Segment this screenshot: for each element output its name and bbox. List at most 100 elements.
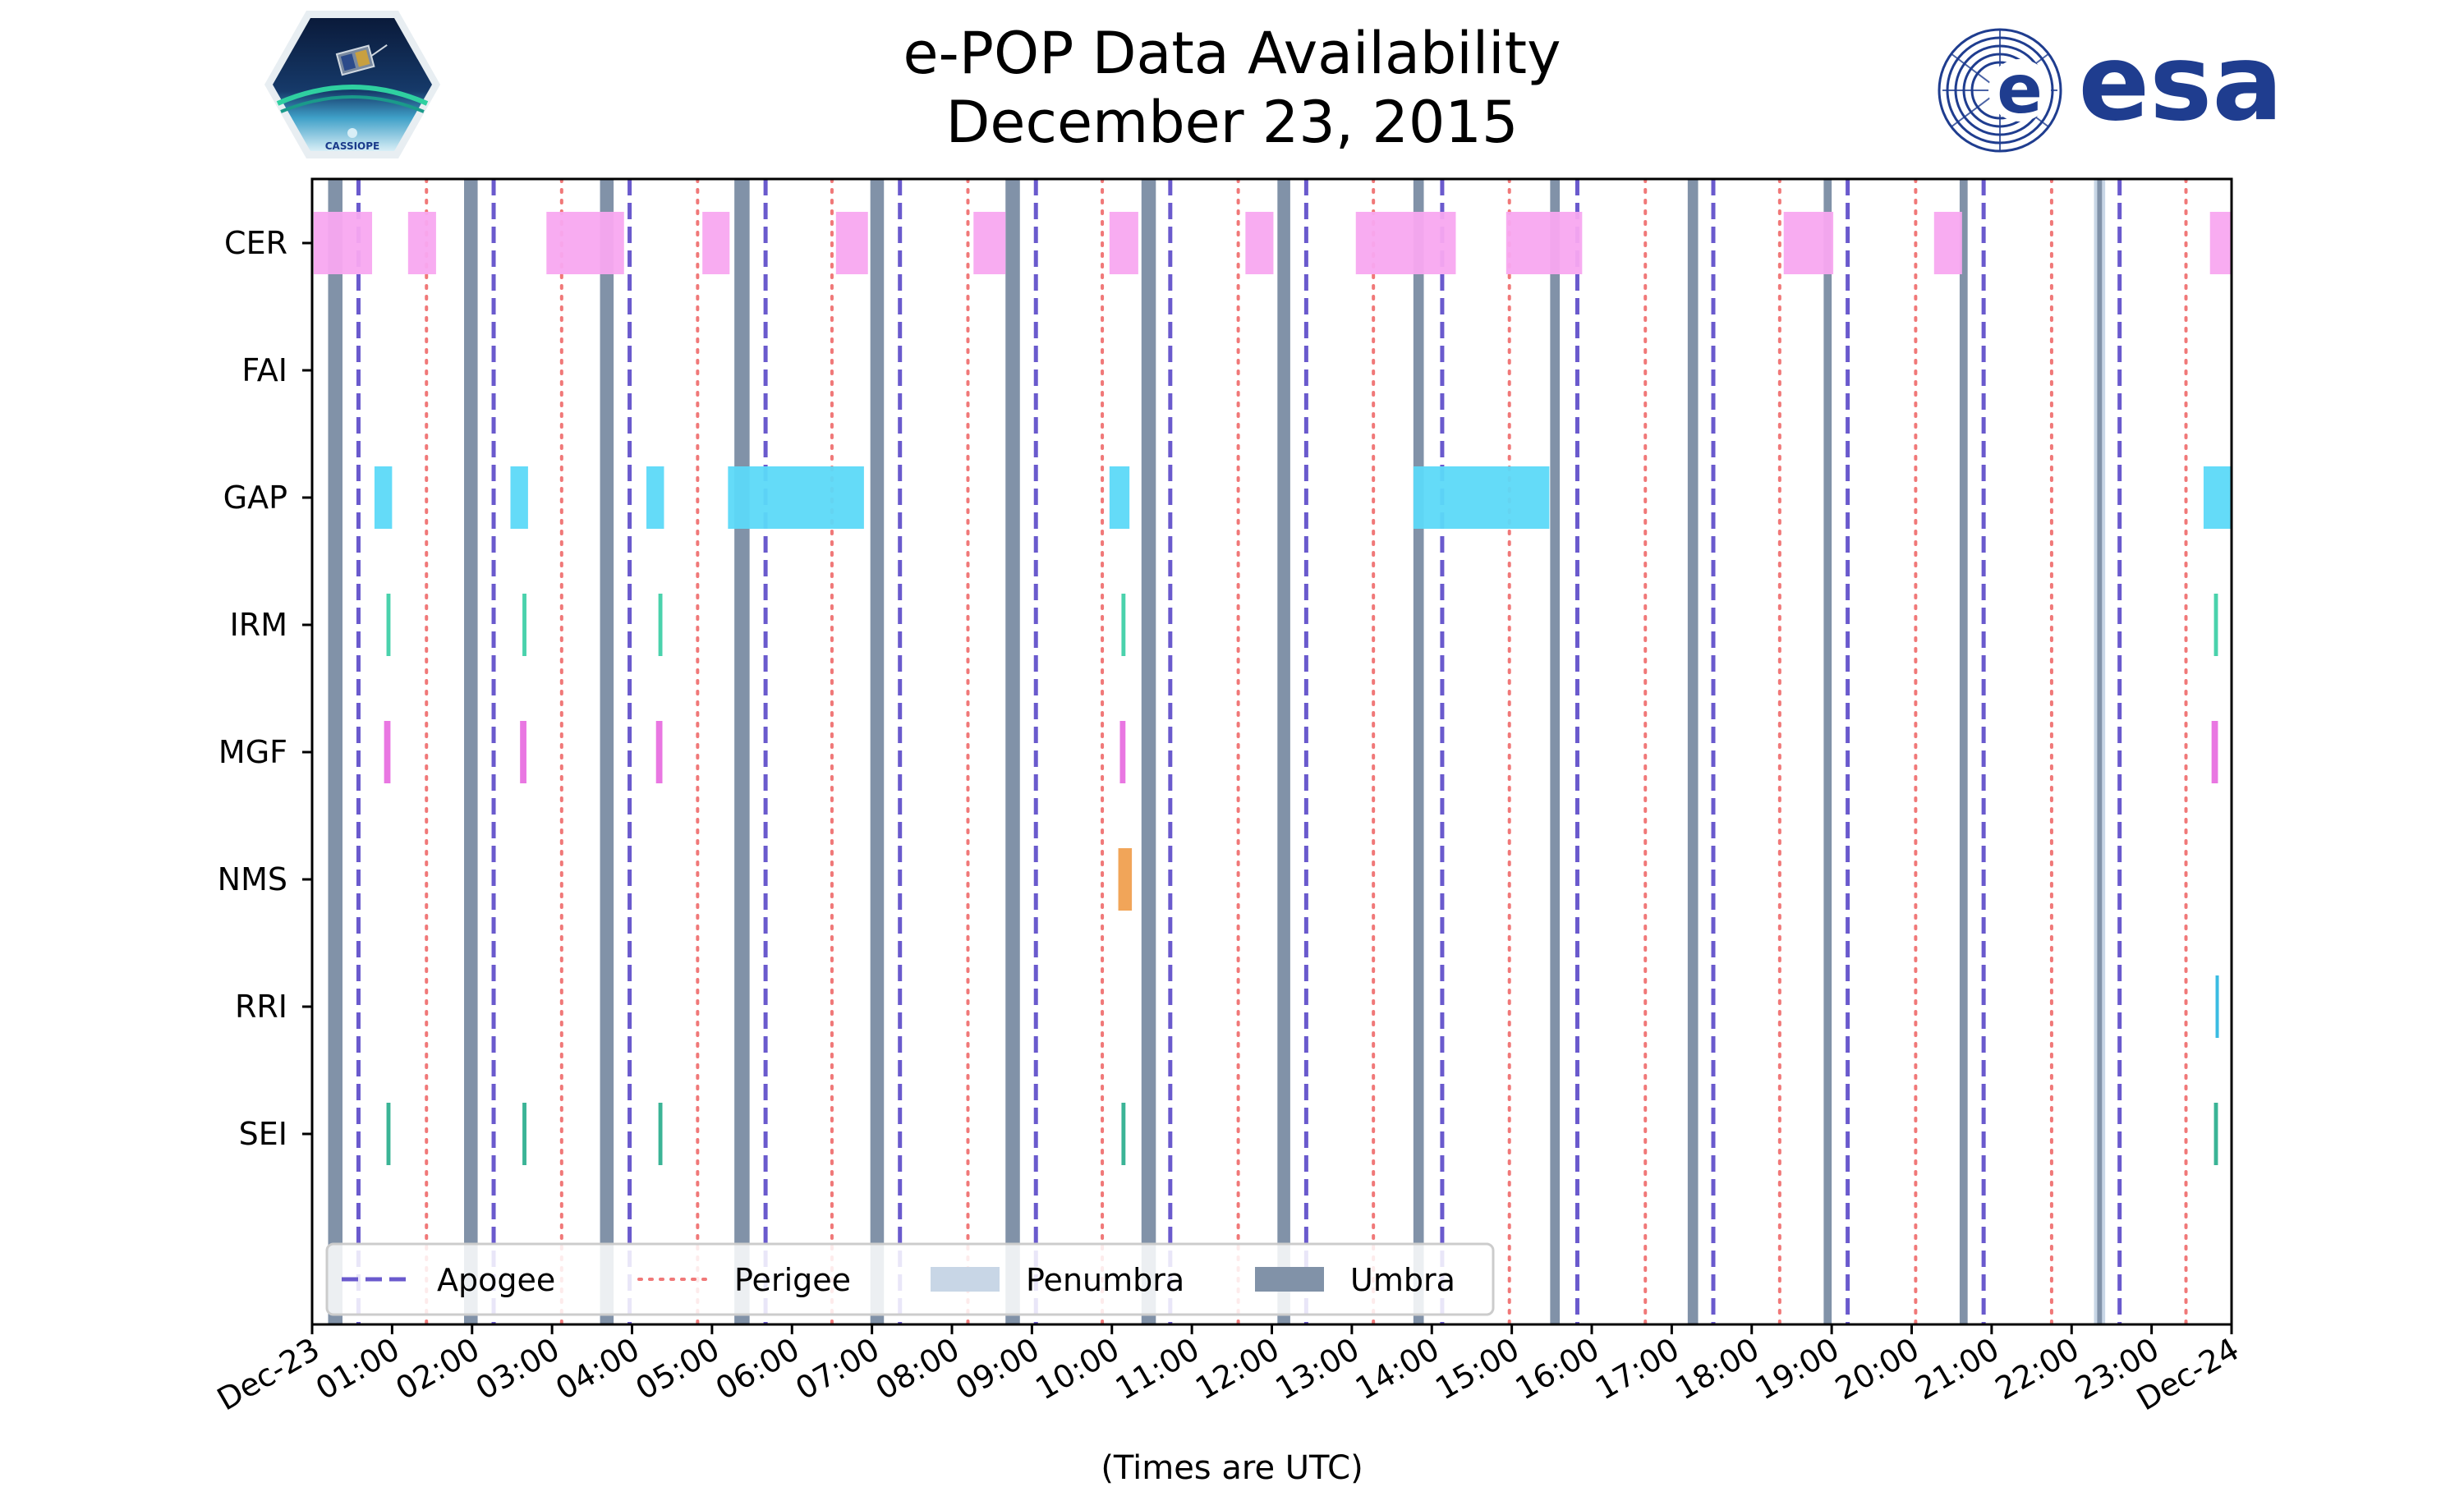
y-tick-label: GAP [223, 480, 287, 516]
chart-title: e-POP Data Availability [903, 20, 1561, 87]
data-bar-cer [1783, 212, 1834, 274]
x-tick-label: 22:00 [1989, 1331, 2085, 1407]
data-bar-mgf [1119, 721, 1126, 783]
data-bar-cer [313, 212, 373, 274]
umbra-band [1687, 179, 1699, 1324]
umbra-band [464, 179, 478, 1324]
x-tick-label: 05:00 [630, 1331, 726, 1407]
x-tick-label: 15:00 [1429, 1331, 1525, 1407]
umbra-band [1141, 179, 1156, 1324]
data-bar-irm [2213, 594, 2218, 656]
data-bar-cer [702, 212, 730, 274]
x-tick-label: 14:00 [1349, 1331, 1446, 1407]
legend-label-perigee: Perigee [734, 1262, 851, 1298]
cassiope-logo-text: CASSIOPE [325, 140, 380, 152]
umbra-band [1277, 179, 1290, 1324]
data-bar-gap [510, 466, 528, 529]
x-tick-label: 20:00 [1829, 1331, 1925, 1407]
data-bar-cer [835, 212, 868, 274]
umbra-band [734, 179, 750, 1324]
y-tick-label: NMS [218, 861, 287, 897]
legend-label-penumbra: Penumbra [1026, 1262, 1184, 1298]
data-bar-gap [646, 466, 664, 529]
umbra-band [1005, 179, 1020, 1324]
data-bar-sei [2213, 1103, 2218, 1165]
x-tick-label: 17:00 [1589, 1331, 1685, 1407]
y-tick-label: RRI [235, 989, 287, 1025]
x-tick-label: 18:00 [1669, 1331, 1765, 1407]
plot-area [313, 179, 2232, 1324]
x-tick-label: 11:00 [1110, 1331, 1206, 1407]
x-tick-label: 09:00 [949, 1331, 1046, 1407]
data-bar-irm [522, 594, 526, 656]
x-tick-label: 21:00 [1910, 1331, 2006, 1407]
data-bar-gap [374, 466, 393, 529]
y-tick-label: CER [224, 225, 287, 261]
data-bar-mgf [655, 721, 663, 783]
data-bar-cer [1355, 212, 1456, 274]
data-bar-irm [658, 594, 663, 656]
x-tick-label: 19:00 [1749, 1331, 1846, 1407]
x-tick-label: 13:00 [1270, 1331, 1366, 1407]
x-tick-label: 10:00 [1029, 1331, 1125, 1407]
esa-logo-text: esa [2078, 22, 2282, 145]
data-bar-mgf [2211, 721, 2218, 783]
x-tick-label: 02:00 [389, 1331, 485, 1407]
x-tick-label: 04:00 [549, 1331, 646, 1407]
y-tick-label: FAI [241, 352, 287, 388]
data-bar-gap [1413, 466, 1550, 529]
umbra-band [1959, 179, 1968, 1324]
data-bar-sei [1121, 1103, 1126, 1165]
x-tick-label: 07:00 [789, 1331, 885, 1407]
cassiope-logo: CASSIOPE [264, 11, 440, 158]
data-bar-mgf [520, 721, 526, 783]
umbra-band [2097, 179, 2103, 1324]
data-bar-gap [2203, 466, 2232, 529]
x-tick-label: 06:00 [710, 1331, 806, 1407]
umbra-band [328, 179, 343, 1324]
esa-logo: e esa [1938, 22, 2283, 153]
data-bar-cer [546, 212, 624, 274]
data-bar-cer [1245, 212, 1274, 274]
legend-box [325, 1242, 1495, 1316]
y-tick-label: MGF [218, 734, 287, 770]
data-bar-rri [2215, 975, 2219, 1038]
legend-label-umbra: Umbra [1350, 1262, 1455, 1298]
data-bar-irm [386, 594, 391, 656]
legend: Apogee Perigee Penumbra Umbra [325, 1242, 1495, 1316]
x-tick-label: Dec-23 [211, 1331, 325, 1418]
data-bar-gap [728, 466, 864, 529]
data-bar-cer [407, 212, 436, 274]
data-bar-cer [1109, 212, 1138, 274]
y-tick-label: SEI [239, 1116, 287, 1152]
umbra-band [1413, 179, 1424, 1324]
x-tick-label: 03:00 [470, 1331, 566, 1407]
data-bar-cer [2209, 212, 2232, 274]
x-tick-label: 12:00 [1189, 1331, 1285, 1407]
data-bar-cer [1933, 212, 1962, 274]
data-bar-irm [1121, 594, 1126, 656]
data-bar-gap [1109, 466, 1130, 529]
data-bar-nms [1118, 848, 1133, 911]
data-bar-cer [1506, 212, 1583, 274]
legend-swatch-penumbra [931, 1267, 1000, 1292]
data-bar-sei [386, 1103, 391, 1165]
data-bar-cer [973, 212, 1006, 274]
x-tick-label: 08:00 [870, 1331, 966, 1407]
x-tick-label: 01:00 [310, 1331, 406, 1407]
x-axis-label: (Times are UTC) [1101, 1449, 1363, 1487]
legend-label-apogee: Apogee [437, 1262, 555, 1298]
data-bar-sei [658, 1103, 663, 1165]
umbra-band [1550, 179, 1561, 1324]
umbra-band [600, 179, 614, 1324]
legend-swatch-umbra [1255, 1267, 1324, 1292]
y-tick-label: IRM [230, 607, 287, 643]
data-bar-sei [522, 1103, 526, 1165]
data-bar-mgf [384, 721, 391, 783]
umbra-band [870, 179, 885, 1324]
x-tick-label: 16:00 [1510, 1331, 1606, 1407]
chart-subtitle: December 23, 2015 [945, 89, 1519, 156]
umbra-band [1823, 179, 1832, 1324]
